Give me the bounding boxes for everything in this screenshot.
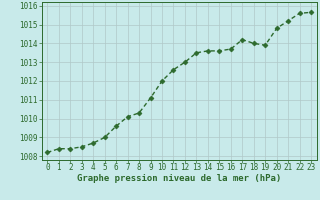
X-axis label: Graphe pression niveau de la mer (hPa): Graphe pression niveau de la mer (hPa) bbox=[77, 174, 281, 183]
